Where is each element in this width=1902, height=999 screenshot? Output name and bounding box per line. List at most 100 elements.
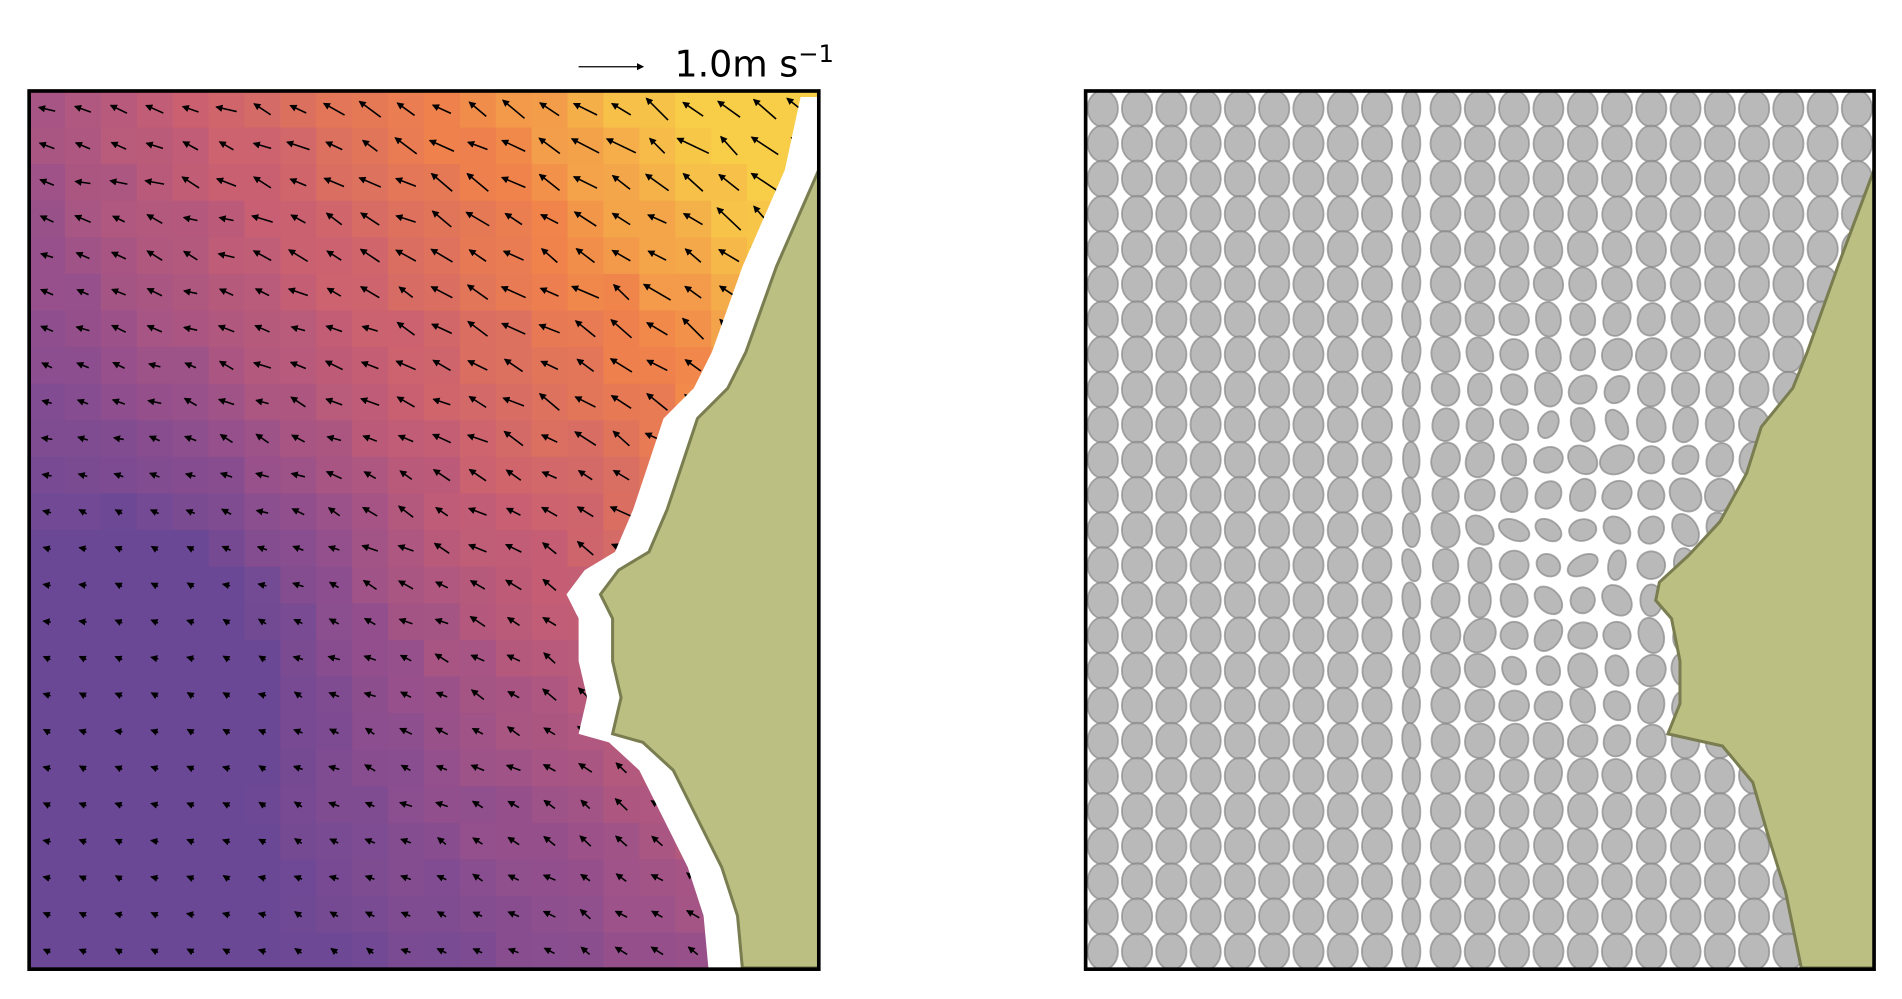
strain-ellipse [1292,932,1325,970]
strain-ellipse [1431,547,1460,583]
velocity-arrow [505,469,522,481]
velocity-arrow [507,836,520,846]
strain-ellipse [1465,407,1495,443]
velocity-arrow [362,434,378,442]
velocity-arrow [538,137,561,155]
velocity-arrow [468,395,487,409]
strain-ellipse [1535,655,1562,686]
velocity-arrow [218,215,234,223]
velocity-arrow [149,509,159,516]
strain-ellipse [1463,932,1496,970]
strain-ellipse [1120,756,1154,796]
strain-ellipse [1292,616,1325,655]
strain-ellipse [1258,159,1291,198]
velocity-arrow [78,692,87,700]
strain-ellipse [1532,266,1565,302]
velocity-arrow [436,911,447,919]
strain-ellipse [1429,90,1462,128]
velocity-arrow [114,619,123,626]
velocity-arrow [358,100,382,118]
velocity-arrow [41,362,53,369]
velocity-arrow [257,874,267,882]
strain-ellipse [1401,159,1422,198]
strain-ellipse [1189,932,1222,970]
velocity-arrow [576,506,594,518]
velocity-arrow [646,359,668,372]
strain-ellipse [1189,159,1222,198]
strain-ellipse [1635,897,1668,936]
quiver-key-exponent: −1 [798,39,834,68]
velocity-arrow [646,393,668,411]
strain-ellipse [1636,371,1666,408]
strain-ellipse [1327,581,1359,620]
velocity-arrow [42,508,52,516]
strain-ellipse [1292,792,1325,831]
strain-ellipse [1086,510,1119,550]
strain-ellipse [1772,265,1805,304]
velocity-arrow [186,802,195,809]
strain-ellipse [1738,371,1770,408]
velocity-arrow [75,325,90,333]
strain-ellipse [1189,721,1222,760]
velocity-arrow [182,141,199,151]
strain-ellipse [1401,265,1422,303]
velocity-arrow [40,325,54,333]
velocity-arrow [39,252,54,260]
velocity-arrow [752,98,777,120]
strain-ellipse [1086,90,1119,128]
strain-ellipse [1401,722,1422,760]
strain-ellipse [1086,616,1119,655]
velocity-arrow [181,105,199,113]
strain-ellipse [1360,862,1394,901]
velocity-arrow [398,800,413,808]
strain-ellipse [1258,756,1291,796]
strain-ellipse [1258,616,1291,655]
strain-ellipse [1636,550,1667,580]
strain-ellipse [1326,932,1359,970]
strain-ellipse [1534,517,1563,543]
strain-ellipse [1566,757,1599,795]
strain-ellipse [1738,300,1770,338]
strain-ellipse [1223,756,1256,796]
velocity-arrow [504,543,522,553]
strain-ellipse [1429,862,1462,901]
velocity-arrow [469,580,486,590]
velocity-arrow [397,434,414,443]
velocity-arrow [395,360,416,371]
strain-ellipse [1465,336,1495,373]
strain-ellipse [1499,620,1529,651]
velocity-arrow [432,469,451,482]
velocity-arrow [294,948,303,956]
strain-ellipse [1189,791,1222,831]
strain-ellipse [1430,582,1461,619]
strain-ellipse [1189,265,1222,304]
strain-ellipse [1155,616,1188,655]
velocity-arrow [542,910,556,918]
strain-ellipse [1635,195,1668,233]
strain-ellipse [1292,405,1325,444]
strain-ellipse [1671,513,1700,548]
strain-ellipse [1326,827,1359,866]
velocity-arrow [78,581,87,589]
strain-ellipse [1430,722,1461,759]
strain-ellipse [1532,721,1565,760]
velocity-arrow [580,946,591,956]
velocity-arrow [146,214,163,225]
strain-ellipse [1360,265,1394,304]
velocity-arrow [434,653,449,663]
velocity-arrow [222,728,231,736]
velocity-arrow [506,654,521,662]
strain-ellipse [1738,862,1771,901]
velocity-arrow [430,172,453,192]
strain-ellipse [1600,337,1633,372]
velocity-arrow [574,396,596,408]
velocity-arrow [222,948,231,956]
velocity-arrow [255,508,269,516]
velocity-arrow [501,139,526,152]
velocity-arrow [293,691,303,699]
velocity-arrow [114,582,123,590]
velocity-arrow [646,322,668,336]
velocity-arrow [40,435,53,443]
velocity-arrow [292,654,304,662]
strain-ellipse [1189,510,1222,550]
